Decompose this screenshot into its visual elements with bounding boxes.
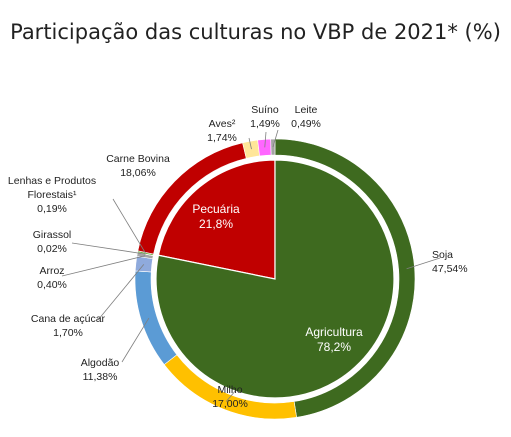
label-milho: Milho 17,00% bbox=[212, 384, 248, 410]
label-lenhas-e-produtos-florestais: Lenhas e Produtos Florestais¹ 0,19% bbox=[8, 175, 96, 215]
leader-line-arroz bbox=[61, 255, 146, 277]
chart-title: Participação das culturas no VBP de 2021… bbox=[10, 20, 501, 44]
inner-slice-pecuaria bbox=[157, 159, 276, 280]
outer-slice-suino bbox=[257, 138, 272, 157]
inner-pie bbox=[155, 159, 395, 399]
label-aves: Aves² 1,74% bbox=[207, 118, 237, 144]
leader-line-aves bbox=[248, 137, 252, 150]
outer-ring bbox=[134, 138, 416, 420]
inner-slice-agricultura bbox=[155, 159, 395, 399]
label-cana-de-acucar: Cana de açúcar 1,70% bbox=[31, 313, 106, 339]
leader-line-lenhas-e-produtos-florestais bbox=[112, 198, 146, 254]
leader-lines bbox=[61, 129, 441, 402]
inner-label-agricultura: Agricultura 78,2% bbox=[305, 325, 363, 354]
leader-line-leite bbox=[272, 129, 279, 148]
label-algodao: Algodão 11,38% bbox=[81, 357, 120, 383]
label-leite: Leite 0,49% bbox=[291, 104, 321, 130]
label-soja: Soja 47,54% bbox=[432, 249, 468, 275]
slice-labels: Pecuária 21,8% Agricultura 78,2% Soja 47,54% M… bbox=[8, 104, 468, 410]
leader-line-cana-de-acucar bbox=[97, 264, 145, 321]
label-suino: Suíno 1,49% bbox=[250, 104, 280, 130]
leader-line-algodao bbox=[121, 317, 150, 363]
leader-line-suino bbox=[264, 131, 267, 148]
leader-line-soja bbox=[406, 257, 441, 270]
label-girassol: Girassol 0,02% bbox=[33, 229, 72, 255]
inner-label-pecuaria: Pecuária 21,8% bbox=[192, 202, 240, 231]
leader-line-milho bbox=[225, 389, 237, 402]
leader-line-girassol bbox=[71, 242, 146, 255]
label-carne-bovina: Carne Bovina 18,06% bbox=[106, 153, 170, 179]
label-arroz: Arroz 0,40% bbox=[37, 265, 67, 291]
